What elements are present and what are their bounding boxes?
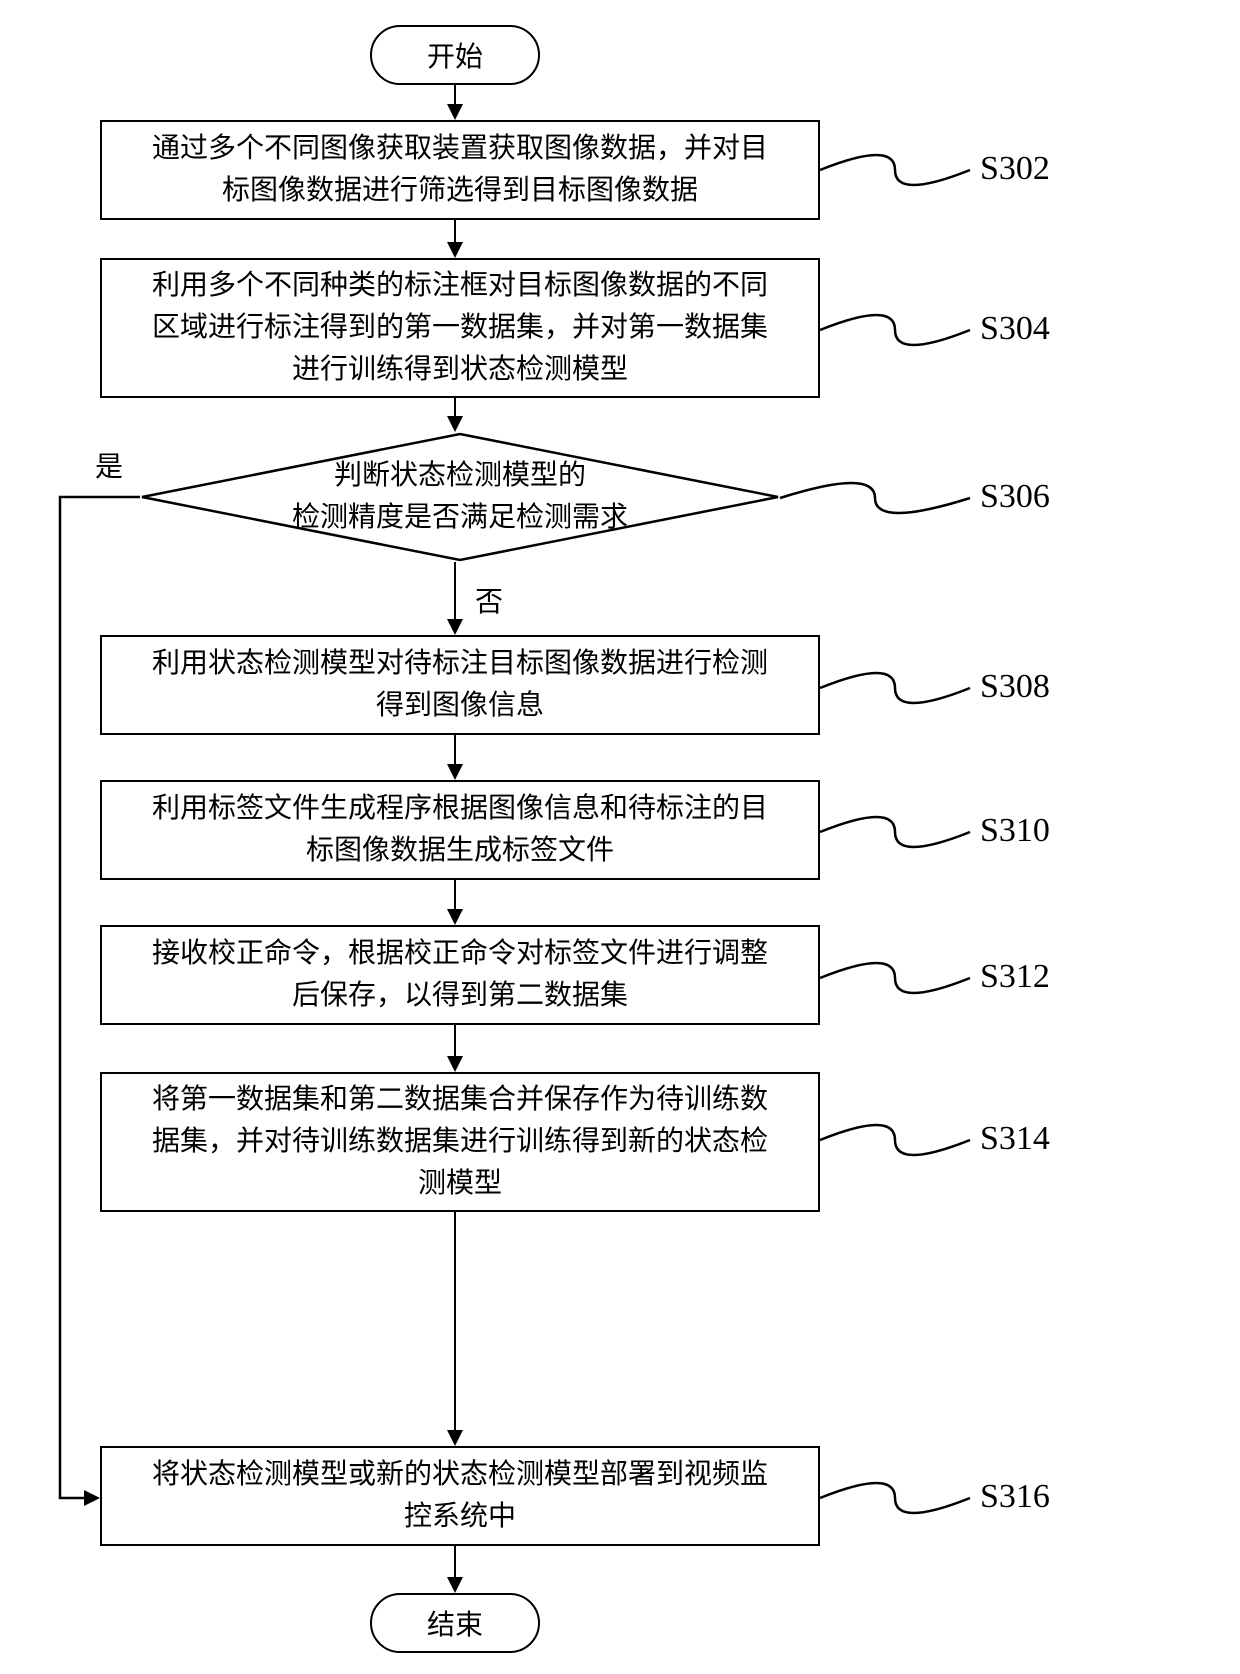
connector-curve: [820, 155, 970, 185]
arrow-line: [454, 220, 457, 244]
step-label-s306: S306: [980, 478, 1050, 516]
process-s304: 利用多个不同种类的标注框对目标图像数据的不同区域进行标注得到的第一数据集，并对第…: [100, 258, 820, 398]
process-s310-text: 利用标签文件生成程序根据图像信息和待标注的目标图像数据生成标签文件: [152, 788, 768, 872]
step-label-s304: S304: [980, 310, 1050, 348]
process-s312: 接收校正命令，根据校正命令对标签文件进行调整后保存，以得到第二数据集: [100, 925, 820, 1025]
edge-label-no: 否: [475, 580, 503, 620]
connector-curve: [820, 315, 970, 345]
edge-label-yes: 是: [95, 445, 123, 485]
process-s316-text: 将状态检测模型或新的状态检测模型部署到视频监控系统中: [152, 1454, 768, 1538]
flowchart-container: 开始 通过多个不同图像获取装置获取图像数据，并对目标图像数据进行筛选得到目标图像…: [0, 0, 1240, 1674]
step-label-s314: S314: [980, 1120, 1050, 1158]
terminal-start-label: 开始: [427, 35, 483, 75]
connector-curve: [820, 1125, 970, 1155]
step-label-s310: S310: [980, 812, 1050, 850]
arrow-line: [454, 1546, 457, 1579]
arrow-line: [454, 398, 457, 418]
arrow-head-icon: [447, 764, 463, 780]
arrow-head-icon: [447, 619, 463, 635]
connector-curve: [780, 483, 970, 513]
process-s314: 将第一数据集和第二数据集合并保存作为待训练数据集，并对待训练数据集进行训练得到新…: [100, 1072, 820, 1212]
connector-curve: [820, 963, 970, 993]
process-s308: 利用状态检测模型对待标注目标图像数据进行检测得到图像信息: [100, 635, 820, 735]
process-s304-text: 利用多个不同种类的标注框对目标图像数据的不同区域进行标注得到的第一数据集，并对第…: [152, 265, 768, 391]
process-s302: 通过多个不同图像获取装置获取图像数据，并对目标图像数据进行筛选得到目标图像数据: [100, 120, 820, 220]
arrow-line: [454, 1212, 457, 1432]
process-s310: 利用标签文件生成程序根据图像信息和待标注的目标图像数据生成标签文件: [100, 780, 820, 880]
terminal-end: 结束: [370, 1593, 540, 1653]
arrow-head-icon: [447, 104, 463, 120]
arrow-head-icon: [447, 909, 463, 925]
process-s308-text: 利用状态检测模型对待标注目标图像数据进行检测得到图像信息: [152, 643, 768, 727]
terminal-start: 开始: [370, 25, 540, 85]
connector-curve: [820, 817, 970, 847]
terminal-end-label: 结束: [427, 1603, 483, 1643]
arrow-line: [454, 1025, 457, 1058]
arrow-line: [454, 562, 457, 621]
step-label-s316: S316: [980, 1478, 1050, 1516]
process-s312-text: 接收校正命令，根据校正命令对标签文件进行调整后保存，以得到第二数据集: [152, 933, 768, 1017]
decision-s306: 判断状态检测模型的检测精度是否满足检测需求: [140, 432, 780, 562]
connector-curve: [820, 673, 970, 703]
process-s314-text: 将第一数据集和第二数据集合并保存作为待训练数据集，并对待训练数据集进行训练得到新…: [152, 1079, 768, 1205]
step-label-s302: S302: [980, 150, 1050, 188]
step-label-s308: S308: [980, 668, 1050, 706]
arrow-head-icon: [447, 1577, 463, 1593]
arrow-head-icon: [447, 416, 463, 432]
process-s302-text: 通过多个不同图像获取装置获取图像数据，并对目标图像数据进行筛选得到目标图像数据: [152, 128, 768, 212]
connector-curve: [820, 1483, 970, 1513]
arrow-line: [454, 880, 457, 911]
arrow-head-icon: [447, 242, 463, 258]
process-s316: 将状态检测模型或新的状态检测模型部署到视频监控系统中: [100, 1446, 820, 1546]
step-label-s312: S312: [980, 958, 1050, 996]
arrow-head-icon: [447, 1430, 463, 1446]
arrow-line: [454, 85, 457, 106]
decision-s306-text: 判断状态检测模型的检测精度是否满足检测需求: [140, 455, 780, 539]
arrow-line: [454, 735, 457, 766]
arrow-head-icon: [447, 1056, 463, 1072]
